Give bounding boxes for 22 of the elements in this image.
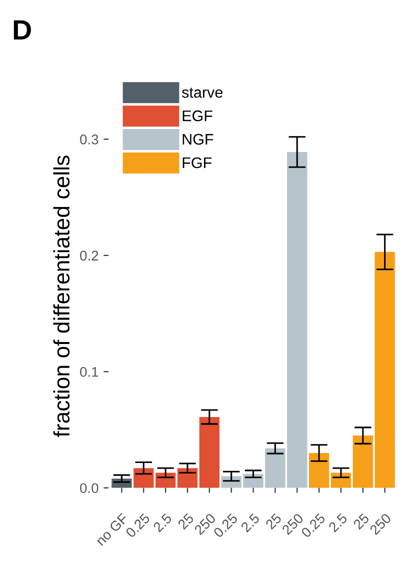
legend-label: starve [182,88,222,98]
legend-label: NGF [182,134,214,145]
legend-label: FGF [182,157,212,168]
x-tick-label: 25 [177,512,194,530]
x-tick-label: 2.5 [152,512,172,533]
y-tick-label: 0.2 [80,250,98,261]
x-tick-label: 25 [352,512,370,530]
text: D [14,20,31,40]
y-tick-label: 0.1 [80,366,98,377]
bar [199,416,220,488]
y-tick-label: 0.0 [80,483,98,494]
x-tick-label: 2.5 [328,512,348,533]
x-tick-label: 25 [265,512,282,530]
legend-label: EGF [182,110,212,122]
y-axis-title: fraction of differentiated cells [53,156,70,438]
bar [134,468,154,488]
x-tick-label: 250 [369,512,392,536]
bar [308,452,330,488]
x-tick-label: 0.25 [125,512,150,538]
bar [177,468,198,488]
x-tick-label: 2.5 [240,512,260,533]
y-tick-label: 0.3 [80,134,98,144]
